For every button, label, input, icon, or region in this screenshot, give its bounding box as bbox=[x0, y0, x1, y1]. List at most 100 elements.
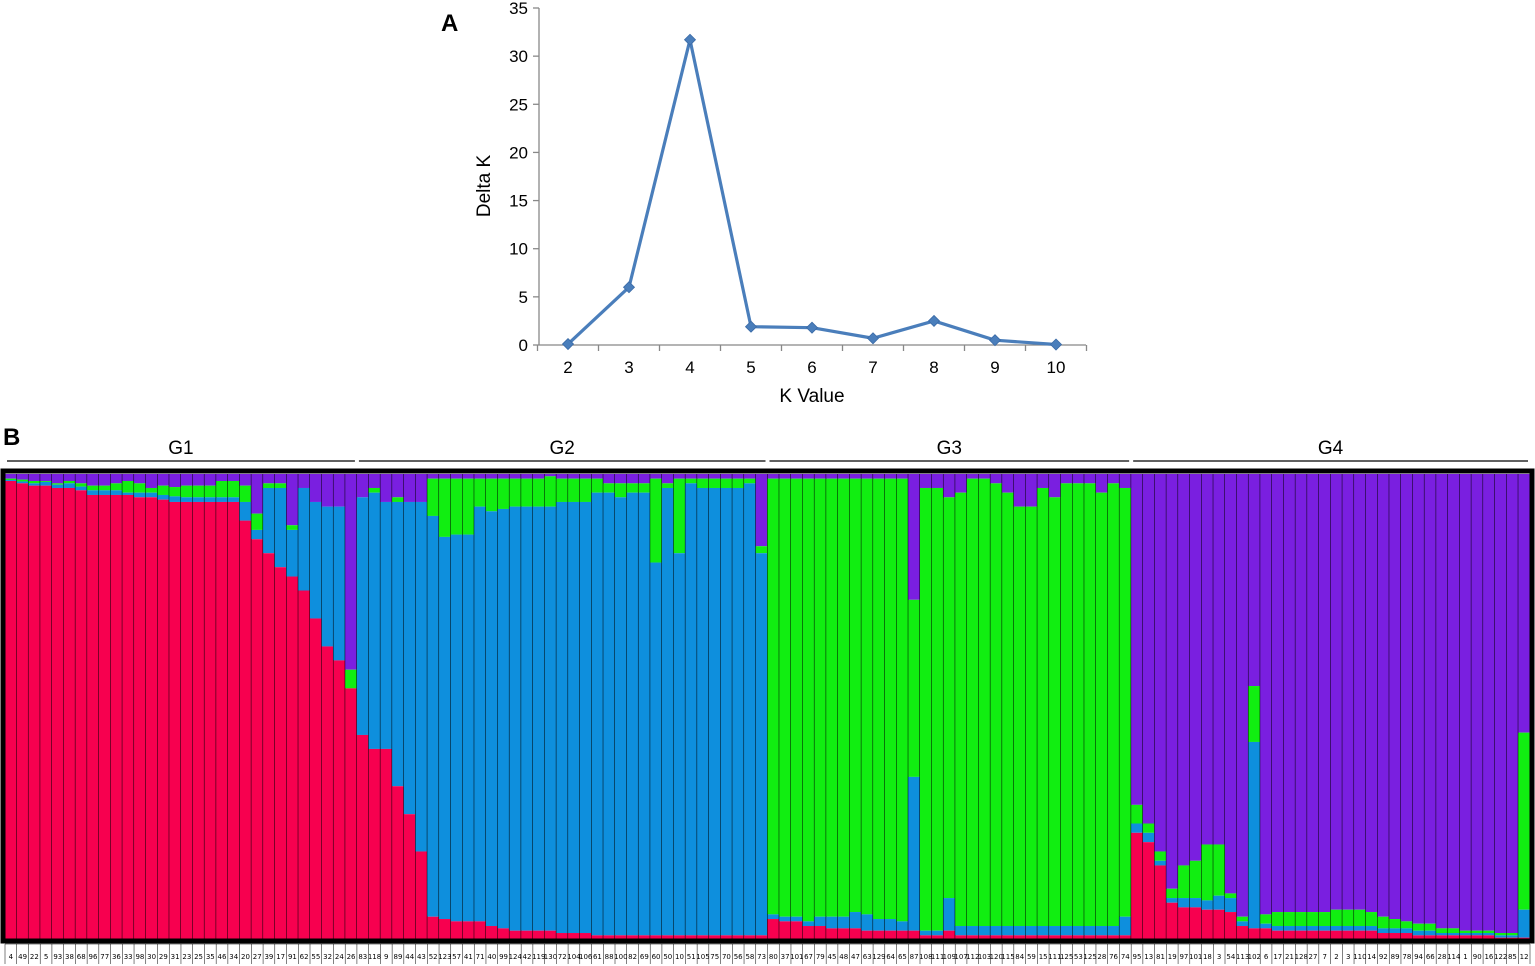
sample-label: 119 bbox=[532, 953, 545, 961]
sample-label: 3 bbox=[1217, 953, 1221, 961]
bar-segment bbox=[485, 511, 498, 927]
y-tick-label: 30 bbox=[509, 47, 528, 66]
bar-segment bbox=[544, 930, 557, 940]
bar-segment bbox=[87, 485, 100, 491]
bar-segment bbox=[1295, 474, 1308, 913]
bar-segment bbox=[509, 474, 522, 479]
sample-label: 71 bbox=[476, 953, 485, 961]
sample-label: 83 bbox=[358, 953, 367, 961]
bar-segment bbox=[708, 487, 721, 936]
bar-segment bbox=[591, 935, 604, 940]
sample-label: 81 bbox=[1156, 953, 1165, 961]
sample-label: 122 bbox=[1494, 953, 1507, 961]
sample-label: 32 bbox=[323, 953, 332, 961]
delta-k-point bbox=[622, 281, 636, 294]
structure-barplot: G1 G2 G3 G4 4 49 22 5 93 38 68 96 77 36 33 98 30 29 31 23 2… bbox=[0, 438, 1535, 964]
bar-segment bbox=[790, 916, 803, 922]
bar-segment bbox=[450, 478, 463, 535]
bar-segment bbox=[1436, 474, 1449, 929]
bar-segment bbox=[1365, 930, 1378, 940]
bar-segment bbox=[1506, 933, 1519, 936]
bar-segment bbox=[568, 478, 581, 502]
bar-segment bbox=[591, 492, 604, 936]
bar-segment bbox=[227, 501, 240, 940]
bar-segment bbox=[1377, 928, 1390, 934]
bar-segment bbox=[873, 474, 886, 479]
bar-segment bbox=[345, 669, 358, 689]
bar-segment bbox=[1166, 888, 1179, 899]
bar-segment bbox=[1131, 474, 1144, 805]
bar-segment bbox=[1213, 895, 1226, 910]
bar-segment bbox=[1189, 474, 1202, 861]
bar-segment bbox=[1342, 930, 1355, 940]
bar-segment bbox=[28, 474, 41, 481]
bar-segment bbox=[28, 483, 41, 486]
bar-segment bbox=[251, 539, 264, 940]
bar-segment bbox=[1013, 935, 1026, 940]
bar-segment bbox=[509, 930, 522, 940]
bar-segment bbox=[1354, 930, 1367, 940]
bar-segment bbox=[356, 474, 369, 498]
delta-k-point bbox=[866, 332, 880, 345]
sample-label: 56 bbox=[734, 953, 743, 961]
bar-segment bbox=[568, 501, 581, 934]
bar-segment bbox=[310, 474, 323, 502]
bar-segment bbox=[63, 487, 76, 940]
bar-segment bbox=[814, 478, 827, 917]
bar-segment bbox=[1013, 474, 1026, 507]
bar-segment bbox=[192, 501, 205, 940]
bar-segment bbox=[1154, 865, 1167, 940]
x-tick-label: 3 bbox=[624, 358, 633, 377]
y-axis-title: Delta K bbox=[474, 155, 495, 218]
bar-segment bbox=[415, 474, 428, 502]
bar-segment bbox=[474, 474, 487, 479]
bar-segment bbox=[1483, 935, 1496, 940]
sample-label: 82 bbox=[628, 953, 637, 961]
bar-segment bbox=[274, 487, 287, 568]
bar-segment bbox=[1201, 844, 1214, 901]
bar-segment bbox=[720, 478, 733, 488]
bar-segment bbox=[966, 474, 979, 479]
sample-label: 59 bbox=[1027, 953, 1036, 961]
sample-label: 44 bbox=[405, 953, 414, 961]
bar-segment bbox=[1013, 506, 1026, 927]
bar-segment bbox=[427, 916, 440, 940]
bar-segment bbox=[40, 485, 53, 940]
y-tick-label: 5 bbox=[519, 288, 528, 307]
bar-segment bbox=[661, 935, 674, 940]
bar-segment bbox=[216, 474, 229, 481]
x-axis-ticks: 2 3 4 5 6 7 8 9 10 bbox=[536, 345, 1088, 377]
bar-segment bbox=[356, 734, 369, 940]
sample-label: 26 bbox=[347, 953, 356, 961]
sample-label: 103 bbox=[978, 953, 991, 961]
sample-label: 63 bbox=[863, 953, 872, 961]
bar-segment bbox=[239, 520, 252, 940]
bar-segment bbox=[1107, 483, 1120, 927]
sample-label: 89 bbox=[394, 953, 403, 961]
bar-segment bbox=[802, 921, 815, 927]
bar-segment bbox=[1201, 474, 1214, 845]
bar-segment bbox=[1260, 474, 1273, 915]
sample-label: 97 bbox=[1179, 953, 1188, 961]
bar-segment bbox=[873, 478, 886, 920]
bar-segment bbox=[966, 478, 979, 927]
bar-segment bbox=[1131, 832, 1144, 940]
sample-label: 107 bbox=[954, 953, 967, 961]
bar-segment bbox=[87, 494, 100, 940]
bar-segment bbox=[1025, 935, 1038, 940]
bar-segment bbox=[837, 928, 850, 940]
sample-label: 66 bbox=[1426, 953, 1435, 961]
bar-segment bbox=[1166, 902, 1179, 940]
bar-segment bbox=[661, 483, 674, 488]
bar-segment bbox=[638, 492, 651, 936]
sample-label: 112 bbox=[966, 953, 979, 961]
sample-label: 13 bbox=[1144, 953, 1153, 961]
bar-segment bbox=[790, 474, 803, 479]
bar-segment bbox=[849, 478, 862, 913]
bar-segment bbox=[157, 494, 170, 500]
bar-segment bbox=[51, 484, 64, 488]
bar-segment bbox=[110, 483, 123, 491]
sample-label: 53 bbox=[1074, 953, 1083, 961]
bar-segment bbox=[1377, 474, 1390, 917]
bar-segment bbox=[1248, 474, 1261, 687]
